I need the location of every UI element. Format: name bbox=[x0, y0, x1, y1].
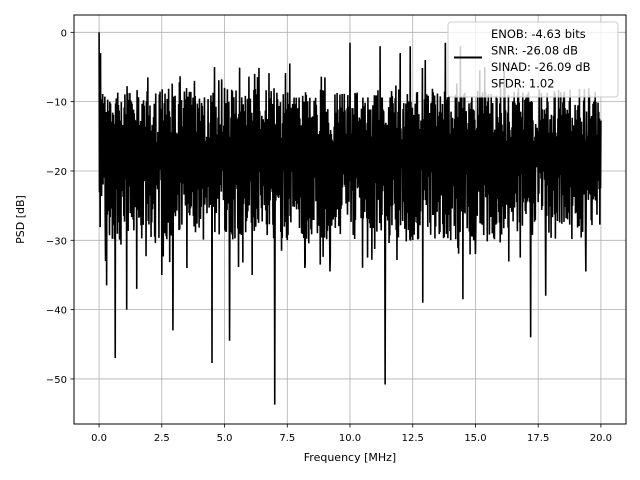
x-tick-label: 2.5 bbox=[154, 433, 170, 444]
legend-snr: SNR: -26.08 dB bbox=[491, 44, 578, 58]
psd-series bbox=[98, 32, 602, 405]
legend: ENOB: -4.63 bits SNR: -26.08 dB SINAD: -… bbox=[447, 21, 619, 98]
x-tick-label: 17.5 bbox=[527, 433, 549, 444]
x-tick-label: 15.0 bbox=[464, 433, 486, 444]
y-tick-label: −30 bbox=[46, 236, 67, 247]
x-tick-label: 0.0 bbox=[91, 433, 107, 444]
y-axis-label: PSD [dB] bbox=[14, 195, 27, 244]
y-tick-label: −50 bbox=[46, 375, 67, 386]
psd-line bbox=[98, 32, 602, 405]
legend-enob: ENOB: -4.63 bits bbox=[491, 27, 586, 41]
x-tick-label: 20.0 bbox=[590, 433, 612, 444]
legend-sinad: SINAD: -26.09 dB bbox=[491, 60, 591, 74]
x-axis-ticks: 0.0 2.5 5.0 7.5 10.0 12.5 15.0 17.5 20.0 bbox=[91, 424, 612, 444]
legend-sfdr: SFDR: 1.02 bbox=[491, 77, 555, 91]
x-tick-label: 5.0 bbox=[217, 433, 233, 444]
y-tick-label: −40 bbox=[46, 306, 67, 317]
x-tick-label: 10.0 bbox=[339, 433, 361, 444]
y-axis-ticks: 0 −10 −20 −30 −40 −50 bbox=[46, 28, 74, 386]
x-tick-label: 12.5 bbox=[402, 433, 424, 444]
legend-box bbox=[447, 21, 619, 98]
y-tick-label: −10 bbox=[46, 98, 67, 109]
x-axis-label: Frequency [MHz] bbox=[304, 451, 396, 464]
plot-frame bbox=[73, 14, 627, 425]
y-tick-label: −20 bbox=[46, 167, 67, 178]
y-tick-label: 0 bbox=[61, 28, 67, 39]
x-tick-label: 7.5 bbox=[279, 433, 295, 444]
